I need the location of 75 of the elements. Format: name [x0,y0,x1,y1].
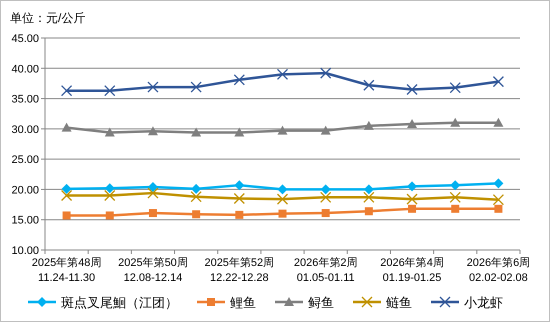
point [278,126,288,135]
point [364,207,373,216]
point [364,120,374,130]
point [104,127,115,136]
y-tick-label: 25.00 [11,154,39,166]
point [450,82,461,94]
point [363,80,375,91]
point [450,118,460,127]
y-tick-label: 45.00 [11,33,39,45]
point [493,118,504,127]
point [493,178,504,188]
point [406,84,418,96]
point [148,182,158,192]
point [234,180,244,190]
title: 单位：元/公斤 [10,11,86,25]
point [234,74,245,86]
point [320,126,331,135]
x-tick-label: 2026年第4周 01.19-01.25 [380,257,444,284]
point [278,184,288,194]
legend-label: 小龙虾 [464,295,503,310]
point [234,127,244,136]
point [62,184,72,194]
point [322,209,330,218]
point [451,204,460,213]
point [235,210,244,219]
y-tick-label: 20.00 [11,184,39,196]
x-tick-label: 2025年第52周 12.22-12.28 [204,257,274,284]
point [60,190,72,202]
point [190,81,202,93]
y-tick-label: 10.00 [11,245,39,257]
point [148,126,158,136]
point [191,127,202,136]
point [276,193,288,205]
point [276,68,288,80]
point [62,122,72,132]
point [62,211,71,220]
point [320,192,332,203]
point [494,204,502,213]
point [406,193,418,205]
point [192,210,200,218]
x-tick-label: 2025年第50周 12.08-12.14 [118,257,188,284]
point [191,184,202,194]
y-tick-label: 40.00 [11,63,39,76]
point [363,192,375,203]
point [147,81,159,93]
legend-label: 鲢鱼 [386,295,412,310]
point [278,210,286,218]
point [148,209,157,218]
point [450,180,460,190]
point [492,76,504,88]
point [190,191,202,202]
y-tick-label: 35.00 [11,94,39,106]
y-tick-label: 15.00 [11,214,39,227]
point [320,184,331,194]
point [60,85,72,96]
point [147,187,159,199]
y-tick-label: 30.00 [11,124,39,136]
legend-label: 鲟鱼 [308,295,334,310]
point [320,67,332,79]
legend-label: 鲤鱼 [230,295,256,310]
point [407,181,418,192]
point [106,211,114,220]
point [407,119,418,128]
x-tick-label: 2026年第6周 02.02-02.08 [466,257,530,284]
point [104,190,116,202]
x-tick-label: 2025年第48周 11.24-11.30 [32,257,102,284]
x-tick-label: 2026年第2周 01.05-01.11 [294,257,358,284]
point [492,194,504,206]
point [408,204,416,213]
point [104,183,115,194]
point [234,192,245,204]
point [364,184,374,194]
point [450,192,461,203]
point [104,85,116,96]
legend-label: 斑点叉尾鮰（江团） [61,295,178,310]
